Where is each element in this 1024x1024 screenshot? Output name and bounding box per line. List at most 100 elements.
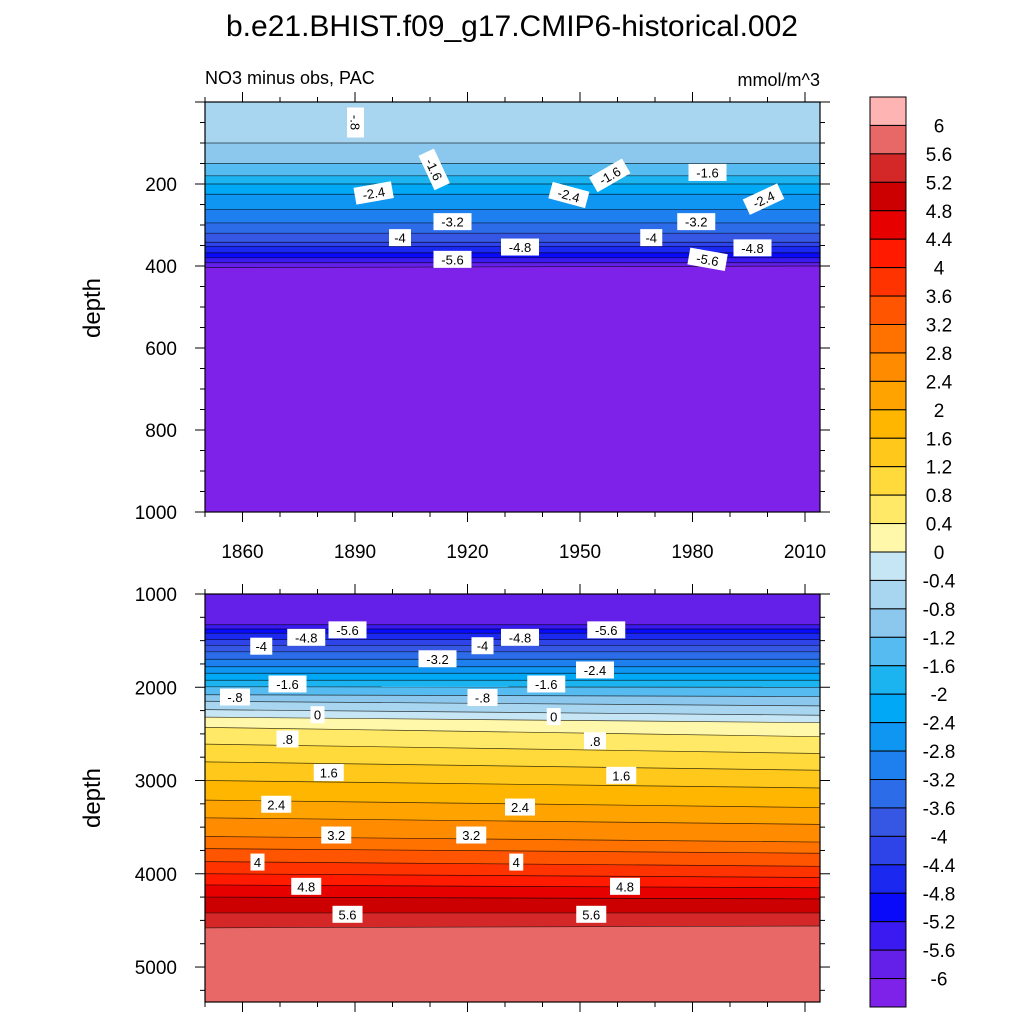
top-contour-label-8: -3.2 <box>677 213 716 231</box>
bottom-ylabel: depth <box>79 768 106 828</box>
bottom-contour-label-text-1: -5.6 <box>595 623 617 638</box>
colorbar-label-17: -0.8 <box>923 600 956 621</box>
bottom-contour-line-24 <box>204 873 821 878</box>
bottom-contour-line-13 <box>204 709 821 716</box>
bottom-contour-label-bg-12 <box>310 706 325 724</box>
bottom-contour-label-text-9: -1.6 <box>535 677 557 692</box>
top-contour-label-bg-0 <box>347 107 364 138</box>
top-contour-label-3: -1.6 <box>688 163 727 181</box>
top-contour-label-text-11: -4.8 <box>509 240 531 255</box>
bottom-contour-label-bg-17 <box>606 766 637 784</box>
bottom-contour-label-text-10: -.8 <box>227 690 242 705</box>
top-contour-label-bg-13 <box>433 250 472 268</box>
colorbar-swatch-9 <box>869 352 907 382</box>
top-xtick-label-2: 1920 <box>446 542 488 563</box>
bottom-contour-label-bg-8 <box>268 675 307 693</box>
colorbar-swatch-14 <box>869 494 907 525</box>
units-subtitle: mmol/m^3 <box>738 70 820 90</box>
top-contour-label-text-0: -.8 <box>348 115 363 130</box>
bottom-contour-label-14: .8 <box>276 730 299 748</box>
bottom-contour-label-bg-1 <box>587 621 626 639</box>
top-contour-label-10: -4 <box>640 229 663 247</box>
top-contour-label-text-9: -4 <box>394 231 406 246</box>
bottom-contour-label-text-2: -4.8 <box>295 630 317 645</box>
bottom-ytick-label-4: 5000 <box>135 958 177 979</box>
top-contour-label-bg-9 <box>389 229 411 247</box>
bottom-ytick-label-2: 3000 <box>135 772 177 793</box>
colorbar-label-26: -4.4 <box>923 856 956 877</box>
bottom-contour-label-24: 4.8 <box>291 877 322 895</box>
top-contour-label-text-8: -3.2 <box>685 215 707 230</box>
colorbar-label-2: 5.2 <box>926 173 952 194</box>
bottom-contour-label-15: .8 <box>584 732 606 750</box>
top-contour-label-text-12: -4.8 <box>741 241 763 256</box>
colorbar-label-11: 1.6 <box>926 429 952 450</box>
top-band-3 <box>204 175 821 185</box>
bottom-band-27 <box>204 896 821 914</box>
colorbar-swatch-19 <box>869 636 907 667</box>
bottom-band-7 <box>204 659 821 667</box>
colorbar-label-15: 0 <box>934 543 945 564</box>
bottom-ytick-label-1: 2000 <box>135 678 177 699</box>
bottom-contour-line-15 <box>204 727 821 738</box>
top-contour-label-bg-1 <box>418 148 450 191</box>
colorbar-label-8: 2.8 <box>926 344 952 365</box>
bottom-contour-label-13: 0 <box>546 708 561 726</box>
bottom-contour-label-bg-18 <box>261 795 292 813</box>
colorbar-label-22: -2.8 <box>923 742 956 763</box>
colorbar-swatch-5 <box>869 238 907 269</box>
top-contour-label-5: -2.4 <box>548 181 590 209</box>
top-contour-label-text-5: -2.4 <box>556 185 582 205</box>
bottom-contour-label-bg-10 <box>220 688 250 706</box>
colorbar-label-19: -1.6 <box>923 657 956 678</box>
bottom-contour-label-bg-20 <box>321 826 352 844</box>
bottom-band-1 <box>204 624 821 630</box>
bottom-contour-label-1: -5.6 <box>587 621 626 639</box>
bottom-contour-label-bg-6 <box>418 650 457 668</box>
top-xtick-label-3: 1950 <box>559 542 601 563</box>
top-contour-label-12: -4.8 <box>733 239 772 257</box>
bottom-contour-label-text-21: 3.2 <box>462 828 480 843</box>
bottom-contour-label-bg-23 <box>509 853 524 871</box>
colorbar-swatch-10 <box>869 380 907 411</box>
colorbar-label-30: -6 <box>931 970 948 991</box>
bottom-contour-label-bg-11 <box>467 688 498 706</box>
bottom-contour-label-9: -1.6 <box>527 675 566 693</box>
top-contour-label-text-13: -5.6 <box>441 252 463 267</box>
colorbar-swatch-18 <box>869 608 907 638</box>
colorbar-label-10: 2 <box>934 401 945 422</box>
colorbar-swatch-25 <box>869 807 907 837</box>
colorbar-swatch-11 <box>869 409 907 439</box>
bottom-contour-line-21 <box>204 836 821 843</box>
bottom-contour-line-22 <box>204 848 821 854</box>
bottom-contour-label-text-27: 5.6 <box>582 907 600 922</box>
colorbar-swatch-27 <box>869 864 907 894</box>
bottom-contour-label-21: 3.2 <box>456 826 487 844</box>
colorbar-swatch-8 <box>869 324 907 354</box>
top-contour-label-4: -2.4 <box>353 181 394 205</box>
colorbar-label-20: -2 <box>931 685 948 706</box>
bottom-ytick-label-0: 1000 <box>135 585 177 606</box>
colorbar-label-1: 5.6 <box>926 145 952 166</box>
bottom-contour-label-text-23: 4 <box>513 855 520 870</box>
bottom-contour-label-text-11: -.8 <box>475 690 490 705</box>
top-band-0 <box>204 101 821 144</box>
bottom-contour-line-26 <box>204 896 821 900</box>
colorbar-swatch-12 <box>869 437 907 468</box>
bottom-contour-label-text-14: .8 <box>282 732 293 747</box>
colorbar-label-6: 3.6 <box>926 287 952 308</box>
top-ytick-label-3: 800 <box>145 421 177 442</box>
bottom-contour-label-bg-0 <box>328 621 367 639</box>
colorbar-label-24: -3.6 <box>923 799 956 820</box>
top-contour-label-text-4: -2.4 <box>361 184 386 203</box>
bottom-contour-label-2: -4.8 <box>287 628 326 646</box>
colorbar-label-5: 4 <box>934 259 945 280</box>
top-contour-label-bg-6 <box>742 183 785 215</box>
top-contour-label-7: -3.2 <box>433 213 472 231</box>
colorbar-label-28: -5.2 <box>923 913 956 934</box>
colorbar-label-25: -4 <box>931 827 948 848</box>
bottom-contour-label-text-12: 0 <box>314 708 321 723</box>
bottom-contour-label-4: -4 <box>250 637 273 655</box>
colorbar-label-23: -3.2 <box>923 771 956 792</box>
